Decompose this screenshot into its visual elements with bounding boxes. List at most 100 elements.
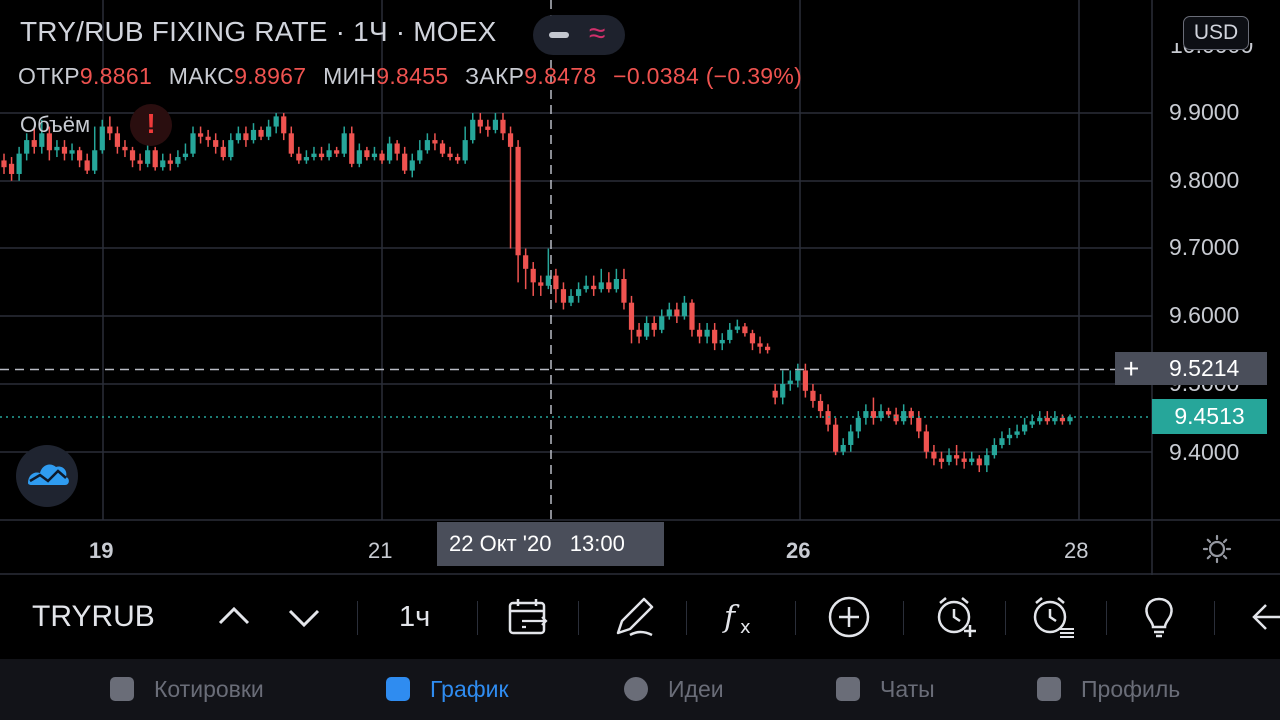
nav-item-ideas[interactable]: Идеи [624,676,724,703]
candle-body [235,133,241,141]
candle-body [560,289,567,303]
candle-body [137,160,143,164]
price-label: 9.9000 [1169,99,1240,125]
candle-body [681,302,688,317]
candle-body [477,119,483,127]
toolbar-divider [357,601,358,635]
candle-body [1006,434,1013,439]
nav-item-chats[interactable]: Чаты [836,676,935,703]
add-plus-circle-icon[interactable] [825,593,873,641]
candle-body [885,411,892,415]
candle-body [923,431,929,452]
nav-item-profile[interactable]: Профиль [1037,676,1180,703]
volume-alert-button[interactable]: ! [130,104,172,146]
candle-body [1059,417,1066,422]
time-label: 28 [1064,538,1089,563]
candle-body [31,140,37,147]
indicators-fx-icon[interactable]: f x [716,593,764,641]
candle-body [243,133,249,141]
candle-body [523,255,529,269]
candle-body [281,116,287,134]
interval-selector[interactable]: 1ч [399,601,431,633]
candle-body [371,153,378,158]
candle-body [825,411,831,425]
time-label: 26 [786,538,811,563]
candle-body [621,278,627,303]
candle-body [1037,417,1043,422]
candle-body [455,157,461,161]
plus-icon[interactable]: + [1123,353,1140,384]
currency-button[interactable]: USD [1183,16,1249,50]
pen-drawing-icon[interactable] [610,593,658,641]
candle-body [122,146,128,151]
ideas-lightbulb-icon[interactable] [1135,593,1183,641]
candle-body [1014,431,1020,435]
candle-body [175,157,181,164]
price-label: 9.4000 [1169,439,1240,465]
chart-area[interactable]: TRY/RUB FIXING RATE · 1Ч · MOEX ≈ ОТКР9.… [0,0,1280,575]
candle-body [878,411,884,418]
candle-body [938,458,945,462]
chevron-down-icon[interactable] [280,593,328,641]
nav-label: График [430,676,509,702]
add-alert-clock-icon[interactable] [932,593,980,641]
candle-body [273,116,279,127]
chart-mode-toggle[interactable]: ≈ [533,15,625,55]
toolbar-divider [686,601,687,635]
cloud-logo-icon [28,464,69,485]
toolbar-divider [578,601,579,635]
time-label: 21 [368,538,393,563]
candle-body [855,417,861,432]
candle-body [417,150,423,161]
nav-label: Идеи [668,676,724,702]
chart-icon [386,677,410,701]
candle-body [356,150,362,164]
nav-item-chart[interactable]: График [386,676,509,703]
candle-body [341,133,347,154]
settings-gear-icon[interactable] [1202,534,1232,564]
nav-item-quotes[interactable]: Котировки [110,676,264,703]
chevron-up-icon[interactable] [210,593,258,641]
calendar-goto-icon[interactable] [504,593,552,641]
candle-body [840,444,846,452]
candle-body [485,126,491,130]
chart-title[interactable]: TRY/RUB FIXING RATE · 1Ч · MOEX [20,16,497,47]
toolbar-divider [1214,601,1215,635]
candle-body [92,150,98,171]
candle-body [651,323,657,330]
candle-body [114,133,121,147]
tradingview-logo-button[interactable] [16,445,78,507]
candle-body [674,309,680,317]
volume-indicator-label[interactable]: Объём [20,112,91,137]
candle-body [991,444,997,456]
candle-body [250,129,257,141]
candle-body [409,160,415,171]
exclamation-icon: ! [146,108,156,139]
crosshair-price-label[interactable]: + 9.5214 [1115,352,1267,385]
candle-body [1,160,7,168]
candle-body [538,282,544,286]
candlestick-chart[interactable] [0,0,1280,575]
alerts-list-clock-icon[interactable] [1028,593,1076,641]
candle-body [470,119,476,141]
open-value: 9.8861 [79,63,153,89]
candle-body [1067,417,1073,422]
toolbar-divider [903,601,904,635]
candle-body [530,268,536,283]
candle-body [16,153,22,174]
candle-body [712,329,718,344]
low-label: МИН [323,63,377,89]
candle-body [764,346,771,351]
candle-body [379,153,385,161]
symbol-selector[interactable]: TRYRUB [32,600,155,633]
candle-body [77,150,83,161]
candle-body [727,329,733,340]
candle-body [704,329,710,337]
candle-body [24,140,30,154]
candle-body [349,133,355,164]
nav-label: Чаты [880,676,935,702]
candle-body [545,275,551,286]
candle-body [575,289,582,296]
undo-arrow-icon[interactable] [1240,593,1280,641]
candle-body [107,126,113,134]
